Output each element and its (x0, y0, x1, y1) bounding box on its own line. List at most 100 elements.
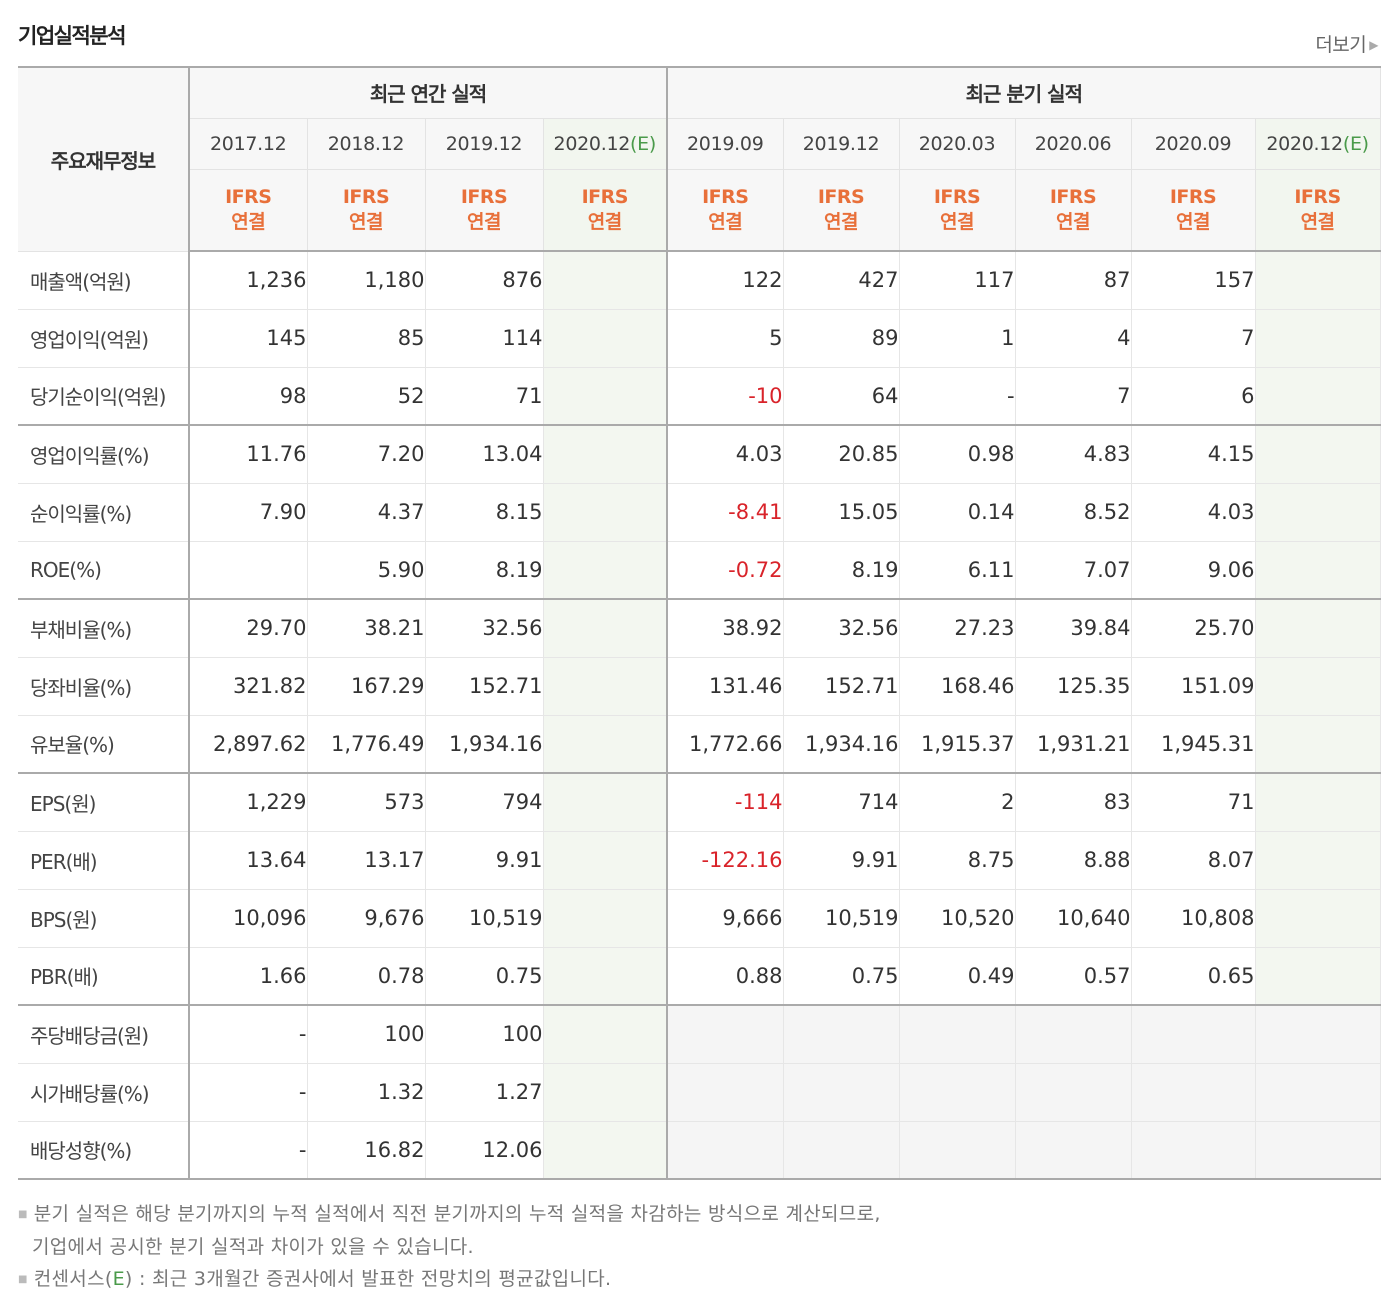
table-cell: 145 (189, 309, 308, 368)
table-cell: 131.46 (666, 657, 784, 716)
more-link[interactable]: 더보기 ▶ (1315, 30, 1378, 57)
table-cell (1255, 773, 1381, 832)
table-cell: 167.29 (307, 657, 426, 716)
row-label: 당좌비율(%) (18, 657, 190, 716)
table-cell: 27.23 (899, 599, 1016, 658)
table-cell: 1,934.16 (425, 715, 544, 774)
table-row: 영업이익(억원) 145 85 114 5 89 1 4 7 (18, 309, 1381, 368)
table-cell: 427 (783, 251, 900, 310)
table-cell (666, 1063, 784, 1122)
ifrs-label: IFRS 연결 (189, 168, 308, 252)
table-cell (1131, 1063, 1256, 1122)
table-row: 당좌비율(%) 321.82 167.29 152.71 131.46 152.71 168… (18, 657, 1381, 716)
table-row: 당기순이익(억원) 98 52 71 -10 64-7 6 (18, 367, 1381, 426)
table-cell (666, 1121, 784, 1179)
ifrs-label: IFRS 연결 (899, 168, 1016, 252)
table-cell: 1,180 (307, 251, 426, 310)
table-cell (1015, 1063, 1132, 1122)
table-cell: 0.78 (307, 947, 426, 1006)
table-cell: 1,772.66 (666, 715, 784, 774)
table-cell: 1,915.37 (899, 715, 1016, 774)
table-cell: 125.35 (1015, 657, 1132, 716)
table-cell: 5.90 (307, 541, 426, 600)
period-header: 2019.12 (425, 118, 544, 169)
table-cell (899, 1121, 1016, 1179)
table-cell: 87 (1015, 251, 1132, 310)
table-cell: 8.07 (1131, 831, 1256, 890)
table-cell: 6 (1131, 367, 1256, 426)
table-cell (1015, 1121, 1132, 1179)
table-cell (543, 831, 668, 890)
period-header: 2020.09 (1131, 118, 1256, 169)
table-cell: 0.65 (1131, 947, 1256, 1006)
ifrs-label: IFRS 연결 (1015, 168, 1132, 252)
table-row: BPS(원) 10,096 9,676 10,519 9,666 10,519 10,520… (18, 889, 1381, 948)
table-row: 배당성향(%) -16.82 12.06 (18, 1121, 1381, 1179)
table-cell (1015, 1005, 1132, 1064)
table-cell: 152.71 (783, 657, 900, 716)
footnote-1-cont: 기업에서 공시한 분기 실적과 차이가 있을 수 있습니다. (32, 1236, 474, 1258)
table-cell: -122.16 (666, 831, 784, 890)
bullet-icon: ■ (18, 1209, 28, 1220)
table-cell (1255, 483, 1381, 542)
table-cell (543, 889, 668, 948)
table-cell: 1,229 (189, 773, 308, 832)
table-cell: 4.15 (1131, 425, 1256, 484)
table-cell: 38.21 (307, 599, 426, 658)
table-cell (783, 1063, 900, 1122)
table-cell (543, 309, 668, 368)
table-cell: - (189, 1063, 308, 1122)
table-cell: 4.83 (1015, 425, 1132, 484)
table-cell: 7 (1015, 367, 1132, 426)
period-header: 2020.06 (1015, 118, 1132, 169)
row-label: 유보율(%) (18, 715, 190, 774)
footnotes: ■ 분기 실적은 해당 분기까지의 누적 실적에서 직전 분기까지의 누적 실적을… (18, 1198, 881, 1296)
table-cell: 8.15 (425, 483, 544, 542)
table-row: 순이익률(%) 7.90 4.37 8.15 -8.41 15.05 0.14 8.52 4.0… (18, 483, 1381, 542)
table-cell (1255, 1063, 1381, 1122)
row-label: 매출액(억원) (18, 251, 190, 310)
ifrs-label: IFRS 연결 (543, 168, 668, 252)
table-cell: 1,236 (189, 251, 308, 310)
table-cell: 9,666 (666, 889, 784, 948)
estimate-mark: (E) (630, 132, 656, 155)
table-cell: 1,931.21 (1015, 715, 1132, 774)
table-cell: - (189, 1121, 308, 1179)
table-cell: 157 (1131, 251, 1256, 310)
table-row: 부채비율(%) 29.70 38.21 32.56 38.92 32.56 27.23 39.… (18, 599, 1381, 658)
table-cell: 10,519 (783, 889, 900, 948)
table-cell: 52 (307, 367, 426, 426)
ifrs-label: IFRS 연결 (1255, 168, 1381, 252)
table-cell: 1,934.16 (783, 715, 900, 774)
table-cell: 1.27 (425, 1063, 544, 1122)
triangle-right-icon: ▶ (1369, 38, 1378, 52)
table-cell: 714 (783, 773, 900, 832)
table-cell: 4.03 (1131, 483, 1256, 542)
table-cell (899, 1063, 1016, 1122)
ifrs-label: IFRS 연결 (307, 168, 426, 252)
table-cell: - (899, 367, 1016, 426)
table-cell: 7.20 (307, 425, 426, 484)
row-label: BPS(원) (18, 889, 190, 948)
table-cell (1131, 1121, 1256, 1179)
table-cell (543, 483, 668, 542)
table-cell: 1.66 (189, 947, 308, 1006)
table-cell (543, 599, 668, 658)
table-cell: 1,776.49 (307, 715, 426, 774)
table-cell: 4 (1015, 309, 1132, 368)
table-cell (543, 251, 668, 310)
table-cell (1255, 541, 1381, 600)
table-cell: 7.07 (1015, 541, 1132, 600)
table-cell: 100 (307, 1005, 426, 1064)
table-cell (783, 1005, 900, 1064)
table-cell: 10,640 (1015, 889, 1132, 948)
table-cell: 8.52 (1015, 483, 1132, 542)
ifrs-label: IFRS 연결 (666, 168, 784, 252)
table-cell: -114 (666, 773, 784, 832)
table-cell: 10,096 (189, 889, 308, 948)
table-cell: 168.46 (899, 657, 1016, 716)
table-cell: 8.19 (425, 541, 544, 600)
row-label: 영업이익률(%) (18, 425, 190, 484)
row-label: 순이익률(%) (18, 483, 190, 542)
table-cell: -0.72 (666, 541, 784, 600)
